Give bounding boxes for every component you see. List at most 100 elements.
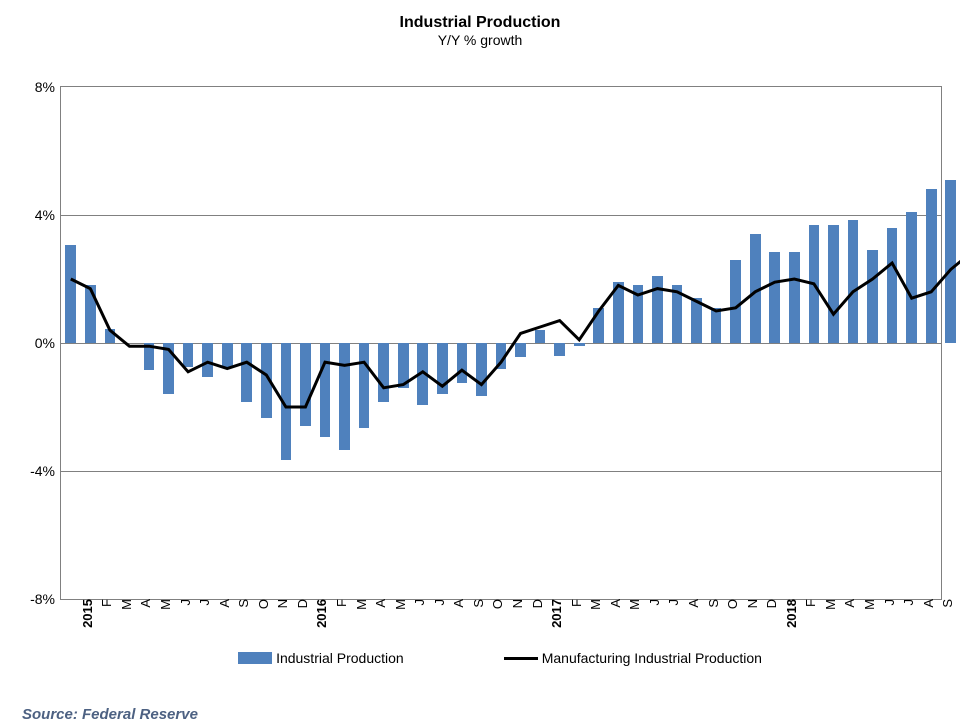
x-axis-label: J: [428, 599, 447, 606]
gridline: [61, 471, 941, 472]
x-axis-label: M: [623, 599, 642, 610]
x-axis-label: D: [526, 599, 545, 608]
x-axis-label: 2017: [545, 599, 564, 628]
x-axis-label: M: [819, 599, 838, 610]
x-axis-label: N: [271, 599, 290, 608]
x-axis-label: J: [897, 599, 916, 606]
chart-legend: Industrial Production Manufacturing Indus…: [60, 650, 940, 666]
bar: [300, 343, 311, 426]
y-axis-label: 0%: [35, 335, 61, 351]
x-axis-label: A: [134, 599, 153, 608]
bar: [906, 212, 917, 343]
x-axis-label: M: [858, 599, 877, 610]
x-axis-label: N: [741, 599, 760, 608]
x-axis-label: M: [389, 599, 408, 610]
bar: [652, 276, 663, 343]
x-axis-label: J: [408, 599, 427, 606]
bar: [691, 298, 702, 343]
x-axis-label: M: [115, 599, 134, 610]
bar: [769, 252, 780, 343]
bar: [515, 343, 526, 357]
bar: [339, 343, 350, 450]
bar: [437, 343, 448, 394]
bar: [945, 180, 956, 343]
bar: [222, 343, 233, 367]
x-axis-label: D: [760, 599, 779, 608]
bar: [457, 343, 468, 383]
legend-item: Manufacturing Industrial Production: [504, 650, 762, 666]
x-axis-label: A: [682, 599, 701, 608]
bar: [554, 343, 565, 356]
bar: [378, 343, 389, 402]
bar: [613, 282, 624, 343]
bar: [535, 330, 546, 343]
bar: [476, 343, 487, 396]
bar: [359, 343, 370, 428]
x-axis-label: S: [702, 599, 721, 608]
x-axis-label: N: [506, 599, 525, 608]
x-axis-label: J: [662, 599, 681, 606]
x-axis-label: M: [350, 599, 369, 610]
bar: [867, 250, 878, 343]
bar: [320, 343, 331, 437]
gridline: [61, 215, 941, 216]
chart-source: Source: Federal Reserve: [22, 706, 198, 720]
x-axis-label: A: [917, 599, 936, 608]
x-axis-label: S: [936, 599, 955, 608]
x-axis-label: A: [447, 599, 466, 608]
bar: [241, 343, 252, 402]
x-axis-label: M: [154, 599, 173, 610]
bar: [496, 343, 507, 369]
legend-item: Industrial Production: [238, 650, 404, 666]
bar: [574, 343, 585, 346]
bar: [398, 343, 409, 388]
bar: [85, 285, 96, 343]
bar: [105, 329, 116, 343]
x-axis-label: F: [95, 599, 114, 607]
bar: [926, 189, 937, 343]
x-axis-label: A: [604, 599, 623, 608]
bar: [183, 343, 194, 367]
x-axis-label: F: [565, 599, 584, 607]
legend-line-swatch-icon: [504, 657, 538, 660]
bar: [828, 225, 839, 343]
bar: [163, 343, 174, 394]
x-axis-label: J: [174, 599, 193, 606]
x-axis-label: 2016: [310, 599, 329, 628]
bar: [593, 308, 604, 343]
x-axis-label: A: [838, 599, 857, 608]
bar: [281, 343, 292, 460]
x-axis-label: 2015: [76, 599, 95, 628]
bar: [65, 245, 76, 343]
x-axis-label: F: [799, 599, 818, 607]
legend-bar-swatch-icon: [238, 652, 272, 664]
x-axis-label: D: [291, 599, 310, 608]
legend-label: Industrial Production: [276, 650, 404, 666]
bar: [848, 220, 859, 343]
x-axis-label: J: [643, 599, 662, 606]
bar: [202, 343, 213, 377]
x-axis-label: 2018: [780, 599, 799, 628]
bar: [261, 343, 272, 418]
x-axis-label: S: [232, 599, 251, 608]
x-axis-label: O: [486, 599, 505, 609]
x-axis-label: F: [330, 599, 349, 607]
x-axis-label: A: [213, 599, 232, 608]
x-axis-label: J: [878, 599, 897, 606]
bar: [750, 234, 761, 343]
bar: [730, 260, 741, 343]
bar: [789, 252, 800, 343]
x-axis-label: M: [584, 599, 603, 610]
y-axis-label: -8%: [30, 591, 61, 607]
x-axis-label: J: [193, 599, 212, 606]
x-axis-label: O: [721, 599, 740, 609]
y-axis-label: 4%: [35, 207, 61, 223]
bar: [417, 343, 428, 405]
x-axis-label: S: [467, 599, 486, 608]
bar: [144, 343, 155, 370]
bar: [809, 225, 820, 343]
plot-area: -8%-4%0%4%8%2015FMAMJJASOND2016FMAMJJASO…: [60, 86, 942, 600]
bar: [711, 308, 722, 343]
y-axis-label: 8%: [35, 79, 61, 95]
legend-label: Manufacturing Industrial Production: [542, 650, 762, 666]
